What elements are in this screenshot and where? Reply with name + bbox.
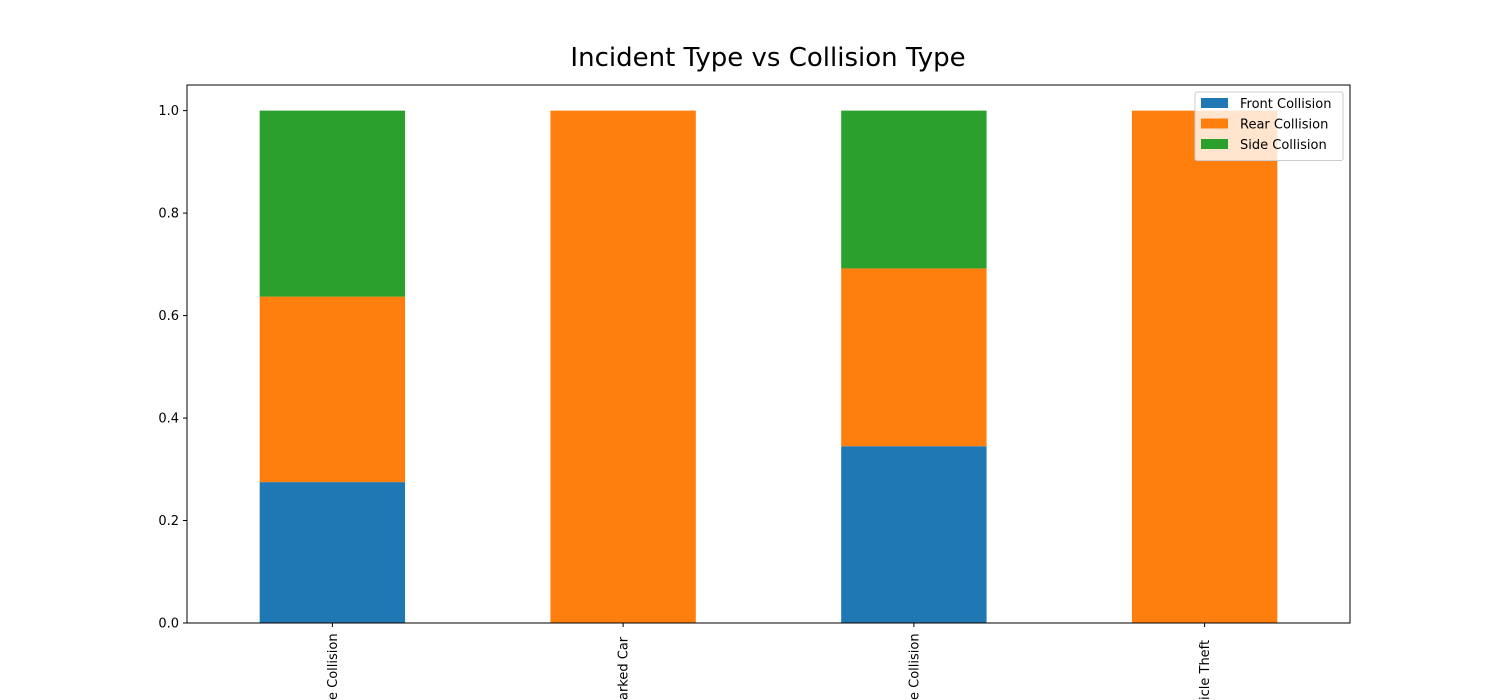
bar-segment [841, 110, 987, 269]
y-tick-label: 0.4 [158, 412, 179, 427]
bar-segment [1131, 110, 1278, 624]
chart-title: Incident Type vs Collision Type [570, 43, 965, 73]
x-tick-label: arked Car [617, 636, 632, 700]
legend-swatch [1201, 139, 1228, 149]
bar-segment [259, 110, 406, 297]
legend-label: Front Collision [1240, 97, 1331, 112]
bar-segment [841, 446, 987, 623]
bar-segment [259, 296, 406, 483]
y-tick-label: 0.6 [158, 309, 179, 324]
legend-label: Rear Collision [1240, 118, 1328, 133]
x-tick-label: e Collision [907, 633, 922, 700]
legend-swatch [1201, 98, 1228, 108]
bar-segment [841, 268, 987, 447]
y-tick-label: 0.2 [158, 514, 179, 529]
y-tick-label: 0.8 [158, 207, 179, 222]
legend-box [1194, 91, 1344, 161]
y-tick-label: 0.0 [158, 617, 179, 632]
y-tick-label: 1.0 [158, 104, 179, 119]
legend-swatch [1201, 118, 1228, 129]
plot-frame [186, 84, 1351, 624]
bar-segment [550, 110, 696, 624]
x-tick-label: e Collision [326, 633, 341, 700]
legend-label: Side Collision [1240, 138, 1327, 153]
legend: Front Collision Rear Collision Side Collis… [1194, 91, 1344, 161]
bar-segment [259, 482, 406, 623]
x-tick-label: icle Theft [1198, 640, 1213, 700]
